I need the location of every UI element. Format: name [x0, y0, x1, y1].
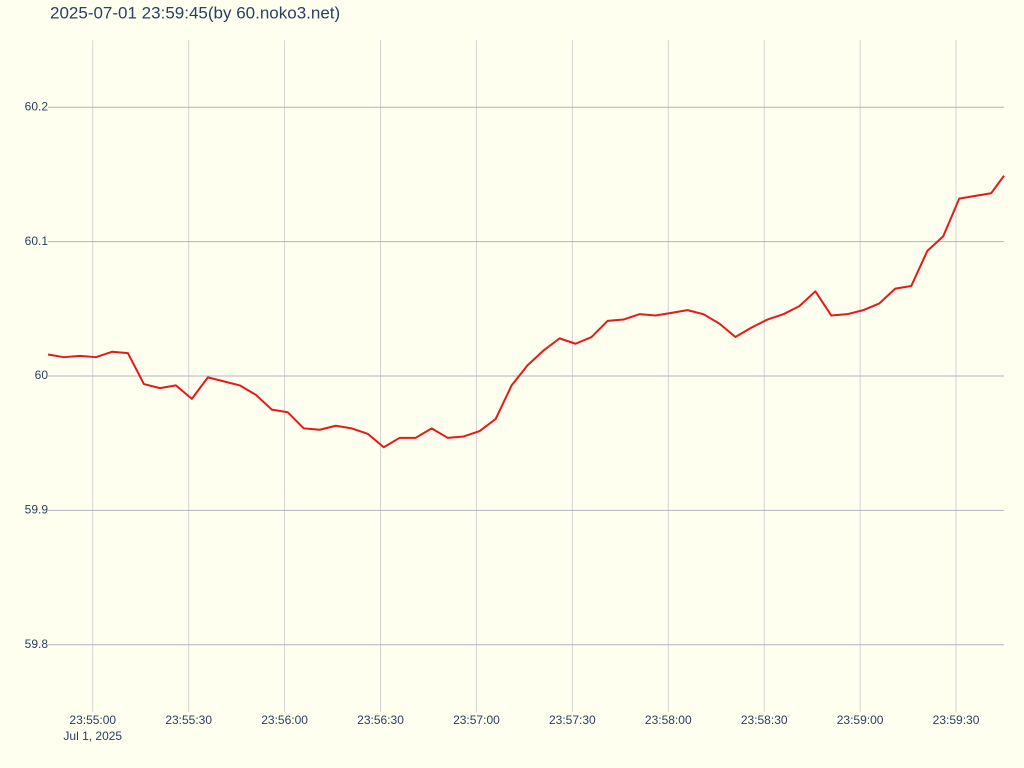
data-line	[47, 175, 1005, 449]
y-tick-label: 60.2	[25, 99, 49, 113]
y-tick-label: 59.8	[25, 637, 49, 651]
x-tick-label: 23:56:30	[357, 713, 404, 727]
y-tick-label: 60	[35, 368, 49, 382]
x-date-label: Jul 1, 2025	[63, 729, 122, 743]
x-tick-label: 23:57:30	[549, 713, 596, 727]
x-tick-label: 23:55:30	[165, 713, 212, 727]
x-tick-label: 23:59:00	[837, 713, 884, 727]
x-tick-label: 23:59:30	[933, 713, 980, 727]
y-tick-label: 59.9	[25, 503, 49, 517]
x-tick-label: 23:56:00	[261, 713, 308, 727]
x-tick-label: 23:57:00	[453, 713, 500, 727]
x-tick-label: 23:58:30	[741, 713, 788, 727]
chart-title: 2025-07-01 23:59:45(by 60.noko3.net)	[50, 3, 340, 22]
x-tick-label: 23:55:00	[69, 713, 116, 727]
y-tick-label: 60.1	[25, 234, 49, 248]
x-tick-label: 23:58:00	[645, 713, 692, 727]
